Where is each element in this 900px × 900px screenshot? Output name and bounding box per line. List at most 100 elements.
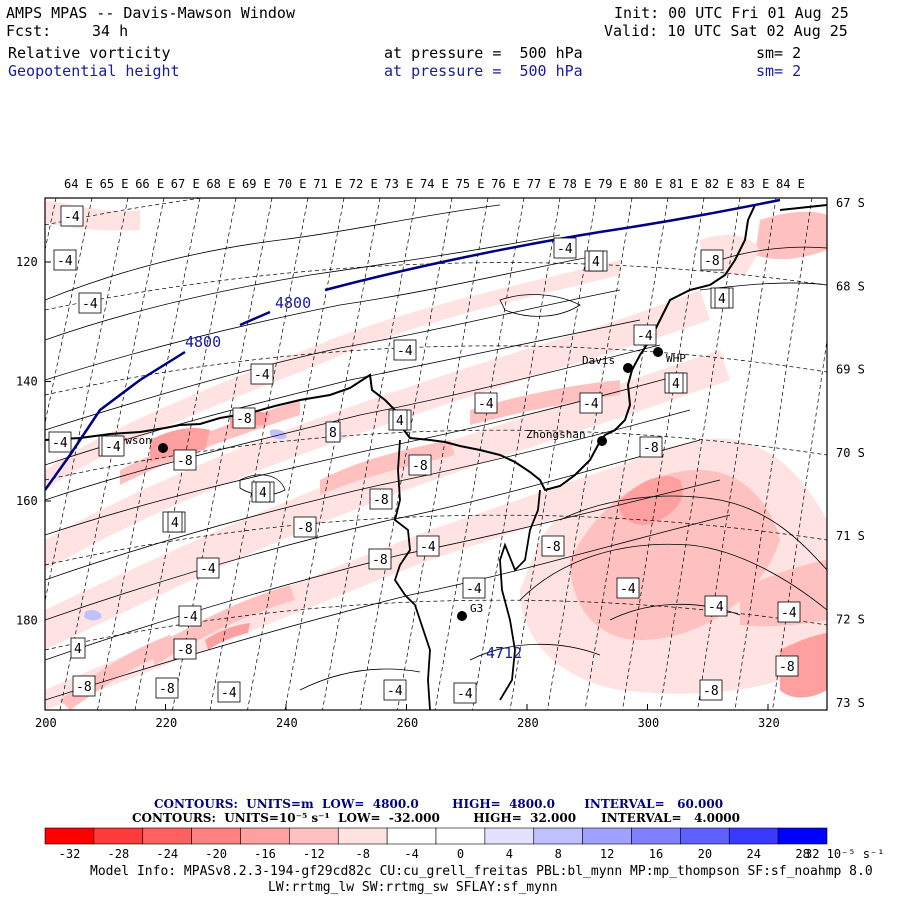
vorticity-label: -4 xyxy=(453,682,477,704)
x-tick-label: 220 xyxy=(156,716,178,730)
meridian xyxy=(322,198,417,710)
vorticity-label: -4 xyxy=(101,435,125,457)
meridian xyxy=(359,198,453,710)
station-label: WHP xyxy=(666,352,686,365)
svg-text:-4: -4 xyxy=(52,436,68,451)
vorticity-label: -4 xyxy=(78,292,102,314)
latitude-label: 68 S xyxy=(836,279,865,293)
vorticity-label: -4 xyxy=(462,577,486,599)
height-label: 4800 xyxy=(185,333,221,351)
field1-name: Relative vorticity xyxy=(8,44,171,62)
svg-text:-4: -4 xyxy=(637,329,653,344)
svg-text:4: 4 xyxy=(592,255,600,270)
meridian xyxy=(284,198,381,710)
svg-text:-4: -4 xyxy=(387,684,403,699)
svg-text:-8: -8 xyxy=(236,412,252,427)
svg-text:-8: -8 xyxy=(703,684,719,699)
station-marker xyxy=(653,347,663,357)
svg-text:-4: -4 xyxy=(457,687,473,702)
svg-text:-4: -4 xyxy=(82,297,98,312)
vorticity-label: -8 xyxy=(775,655,799,677)
longitude-label: 72 E xyxy=(349,177,378,191)
latitude-label: 72 S xyxy=(836,613,865,627)
vorticity-label: 4 xyxy=(588,250,604,272)
vorticity-label: -4 xyxy=(616,577,640,599)
meridian xyxy=(45,198,129,603)
field2-smoothing: sm= 2 xyxy=(756,62,802,80)
x-axis-ticks: 200 220 240 260 280 300 320 xyxy=(35,704,780,730)
longitude-label: 70 E xyxy=(278,177,307,191)
colorbar-label: 16 xyxy=(649,847,663,861)
colorbar-swatch xyxy=(386,827,437,845)
longitude-label: 79 E xyxy=(598,177,627,191)
y-tick-label: 140 xyxy=(16,375,38,389)
colorbar-label: -4 xyxy=(404,847,418,861)
meridian xyxy=(584,198,669,710)
svg-text:-8: -8 xyxy=(545,540,561,555)
vorticity-label: -4 xyxy=(383,679,407,701)
meridian xyxy=(547,198,633,710)
vorticity-contour-info: CONTOURS: UNITS=10⁻⁵ s⁻¹ LOW= -32.000 HI… xyxy=(132,811,740,825)
plot-title: AMPS MPAS -- Davis-Mawson Window xyxy=(6,4,295,22)
y-tick-label: 180 xyxy=(16,614,38,628)
y-tick-label: 160 xyxy=(16,494,38,508)
vorticity-label: -4 xyxy=(777,601,801,623)
station-marker xyxy=(623,363,633,373)
valid-time: Valid: 10 UTC Sat 02 Aug 25 xyxy=(604,22,848,40)
svg-text:-4: -4 xyxy=(420,540,436,555)
svg-text:4: 4 xyxy=(718,292,726,307)
longitude-label: 71 E xyxy=(313,177,342,191)
colorbar-label: -16 xyxy=(254,847,276,861)
longitude-label: 69 E xyxy=(242,177,271,191)
svg-text:-8: -8 xyxy=(177,454,193,469)
colorbar-label: -12 xyxy=(303,847,325,861)
longitude-label: 66 E xyxy=(135,177,164,191)
colorbar-swatch xyxy=(240,827,290,845)
x-tick-label: 200 xyxy=(35,716,57,730)
vorticity-label: -8 xyxy=(72,675,96,697)
vorticity-label: -4 xyxy=(633,324,657,346)
vorticity-label: -8 xyxy=(368,548,392,570)
colorbar-swatch xyxy=(435,827,486,845)
vorticity-label: 4 xyxy=(668,372,684,394)
vorticity-shading xyxy=(45,200,827,710)
vorticity-label: -4 xyxy=(553,237,577,259)
longitude-label: 74 E xyxy=(420,177,449,191)
svg-text:-4: -4 xyxy=(397,344,413,359)
vorticity-contours xyxy=(45,204,827,701)
station-label: G3 xyxy=(470,602,483,615)
svg-text:-4: -4 xyxy=(620,582,636,597)
vorticity-label: -4 xyxy=(579,392,603,414)
station-marker xyxy=(457,611,467,621)
vorticity-label: -4 xyxy=(60,205,84,227)
sector-boundaries xyxy=(393,439,541,710)
meridian xyxy=(209,198,309,710)
x-tick-label: 300 xyxy=(638,716,660,730)
svg-text:-4: -4 xyxy=(557,242,573,257)
latitude-label: 70 S xyxy=(836,446,865,460)
svg-text:-8: -8 xyxy=(643,441,659,456)
vorticity-value-labels: -4 -4 -4 -4 -4 -4 -4 -4 -4 -4 -4 -4 -4 -4 -4 -4 -4 -4 -4 -4… xyxy=(48,205,801,704)
vorticity-label: -8 xyxy=(699,679,723,701)
latitude-labels: 67 S 68 S 69 S 70 S 71 S 72 S 73 S xyxy=(836,196,865,710)
longitude-label: 81 E xyxy=(669,177,698,191)
vorticity-label: 4 xyxy=(255,481,271,503)
plot-frame xyxy=(44,197,828,711)
svg-text:-8: -8 xyxy=(159,682,175,697)
meridian xyxy=(472,198,561,710)
vorticity-label: -8 xyxy=(155,677,179,699)
colorbar-swatch xyxy=(631,827,681,845)
vorticity-label: -4 xyxy=(196,557,220,579)
svg-text:-4: -4 xyxy=(708,600,724,615)
svg-text:-4: -4 xyxy=(781,606,797,621)
longitude-label: 64 E xyxy=(64,177,93,191)
vorticity-label: 4 xyxy=(714,287,730,309)
station-markers: Mawson Davis WHP Zhongshan G3 xyxy=(112,347,686,621)
longitude-label: 80 E xyxy=(634,177,663,191)
vorticity-label: -4 xyxy=(704,595,728,617)
vorticity-label: -8 xyxy=(369,488,393,510)
vorticity-label: -8 xyxy=(700,249,724,271)
svg-text:-4: -4 xyxy=(583,397,599,412)
longitude-label: 78 E xyxy=(562,177,591,191)
colorbar-swatch xyxy=(191,827,241,845)
